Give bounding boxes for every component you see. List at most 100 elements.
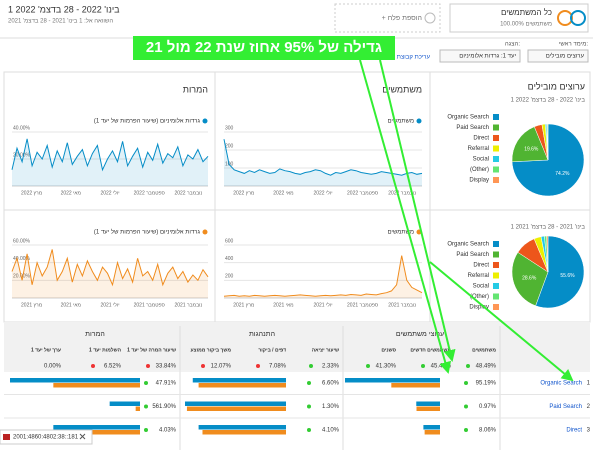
legend-swatch: [493, 167, 499, 173]
row-name: Organic Search: [540, 381, 582, 387]
total-value: 33.84%: [156, 364, 177, 370]
trend-dot: [464, 428, 468, 432]
pie-title: ערוצים מובילים: [528, 81, 585, 91]
x-tick-label: ספטמבר 2022: [347, 190, 378, 196]
trend-dot: [366, 364, 370, 368]
slice-label: 55.6%: [560, 273, 575, 279]
legend-swatch: [493, 262, 499, 268]
column-header: סשנים: [381, 347, 396, 353]
trend-dot: [464, 405, 468, 409]
add-segment[interactable]: + הוספת פלח: [382, 14, 422, 22]
bar: [423, 425, 440, 430]
bar: [185, 402, 286, 407]
chart-title: המרות: [183, 84, 208, 94]
slice-label: 19.6%: [524, 147, 539, 153]
row-name: Direct: [566, 428, 582, 434]
legend-swatch: [493, 294, 499, 300]
primary-value[interactable]: ערוצים מובילים: [546, 52, 585, 60]
cell-value: 1.30%: [322, 404, 340, 410]
x-tick-label: יולי 2022: [313, 189, 332, 196]
legend-swatch: [493, 146, 499, 152]
bar: [193, 378, 286, 383]
legend-swatch: [493, 114, 499, 120]
bar: [10, 378, 140, 383]
x-tick-label: מאי 2022: [273, 190, 294, 196]
slice-label: 74.2%: [555, 171, 570, 177]
legend-label: גרדות אלומיניום (שיעור הפרמות של יעד 1): [94, 117, 201, 125]
bar: [417, 407, 440, 412]
group-header: התנהגות: [249, 331, 275, 338]
trend-dot: [466, 364, 470, 368]
bar: [391, 383, 440, 388]
x-tick-label: ספטמבר 2021: [134, 302, 165, 308]
column-header: משתמשים חדשים: [410, 347, 451, 353]
row-index: 1: [587, 381, 591, 387]
x-tick-label: מאי 2022: [61, 190, 82, 196]
pie-date: 1 בינו' 2021 - 28 בדצמ' 2021: [511, 225, 586, 231]
view-value[interactable]: יעד 1: גרדות אלומיניום: [459, 52, 516, 60]
cell-value: 0.97%: [479, 404, 497, 410]
column-header: ערך של יעד 1: [31, 346, 61, 353]
x-tick-label: יולי 2021: [100, 301, 119, 308]
legend-swatch: [493, 177, 499, 183]
legend-label: משתמשים: [387, 119, 414, 125]
group-header: המרות: [85, 331, 105, 338]
y-tick-label: 200: [225, 274, 234, 280]
row-index: 3: [587, 428, 591, 434]
row-name: Paid Search: [549, 404, 582, 410]
column-header: השלמות יעד 1: [89, 346, 121, 353]
legend-label: Social: [473, 157, 489, 163]
legend-label: Referral: [468, 273, 489, 279]
bar: [345, 378, 440, 383]
x-tick-label: מרץ 2022: [233, 190, 255, 196]
legend-label: גרדות אלומיניום (שיעור הפרמות של יעד 1): [94, 228, 201, 236]
bar: [110, 402, 140, 407]
bar: [53, 383, 140, 388]
total-value: 6.52%: [104, 364, 122, 370]
y-tick-label: 300: [225, 125, 234, 131]
x-tick-label: נובמבר 2021: [174, 302, 202, 308]
bar: [202, 430, 286, 435]
annotation: גדילה של 95% אחוז שנת 22 מול 21: [146, 39, 382, 56]
trend-dot: [307, 428, 311, 432]
legend-label: Social: [473, 284, 489, 290]
cell-value: 47.91%: [156, 381, 177, 387]
legend-swatch: [493, 135, 499, 141]
ip: 2001:4860:4802:38::181: [13, 435, 79, 441]
cell-value: 8.06%: [479, 428, 497, 434]
x-tick-label: נובמבר 2022: [174, 190, 202, 196]
segment-pct: 100.00% משתמשים: [500, 22, 552, 28]
trend-dot: [146, 364, 150, 368]
legend-label: Paid Search: [456, 252, 489, 258]
trend-dot: [256, 364, 260, 368]
legend-swatch: [493, 283, 499, 289]
trend-dot: [144, 405, 148, 409]
cell-value: 6.60%: [322, 381, 340, 387]
cell-value: 561.90%: [152, 404, 176, 410]
column-header: משתמשים: [472, 347, 496, 353]
cell-value: 95.19%: [476, 381, 497, 387]
column-header: שיעור יציאה: [312, 347, 339, 353]
legend-dot: [417, 119, 422, 124]
legend-label: Paid Search: [456, 125, 489, 131]
legend-dot: [203, 230, 208, 235]
y-tick-label: 40.00%: [13, 125, 31, 131]
trend-dot: [421, 364, 425, 368]
legend-swatch: [493, 252, 499, 258]
y-tick-label: 600: [225, 238, 234, 244]
legend-label: Display: [469, 178, 489, 184]
legend-label: (Other): [470, 167, 489, 173]
cell-value: 4.10%: [322, 428, 340, 434]
legend-swatch: [493, 156, 499, 162]
bar: [416, 402, 440, 407]
trend-dot: [201, 364, 205, 368]
x-tick-label: יולי 2021: [313, 301, 332, 308]
bar: [136, 407, 140, 412]
date-range[interactable]: 1 בינו' 2022 - 28 בדצמ' 2022: [8, 4, 120, 14]
x-tick-label: מרץ 2022: [21, 190, 43, 196]
cell-value: 4.03%: [159, 428, 177, 434]
trend-dot: [144, 381, 148, 385]
legend-swatch: [493, 304, 499, 310]
trend-dot: [307, 405, 311, 409]
column-header: שיעור המרה של יעד 1: [127, 346, 176, 353]
